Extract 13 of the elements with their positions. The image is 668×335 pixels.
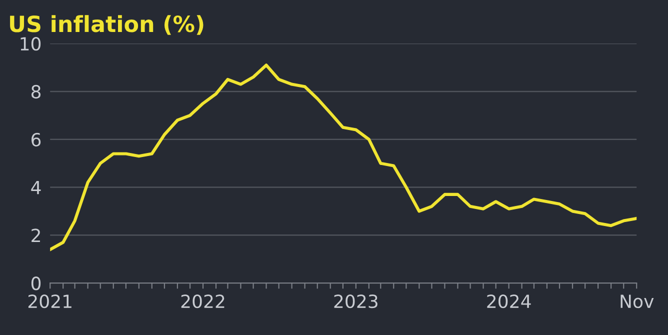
x-tick-label: 2021 xyxy=(28,294,72,308)
chart-title: US inflation (%) xyxy=(10,15,204,35)
y-tick-label: 8 xyxy=(32,84,41,99)
x-tick-label: 2023 xyxy=(334,294,378,308)
line-series xyxy=(50,64,637,252)
y-tick-label: 10 xyxy=(20,37,41,51)
y-tick-label: 6 xyxy=(32,132,41,146)
y-tick-label: 2 xyxy=(32,228,40,242)
y-tick-label: 4 xyxy=(31,180,41,194)
y-tick-label: 0 xyxy=(31,276,41,290)
x-tick-label: 2022 xyxy=(181,294,224,308)
x-tick-label: 2024 xyxy=(487,294,531,308)
x-tick-label: Nov xyxy=(620,294,654,308)
